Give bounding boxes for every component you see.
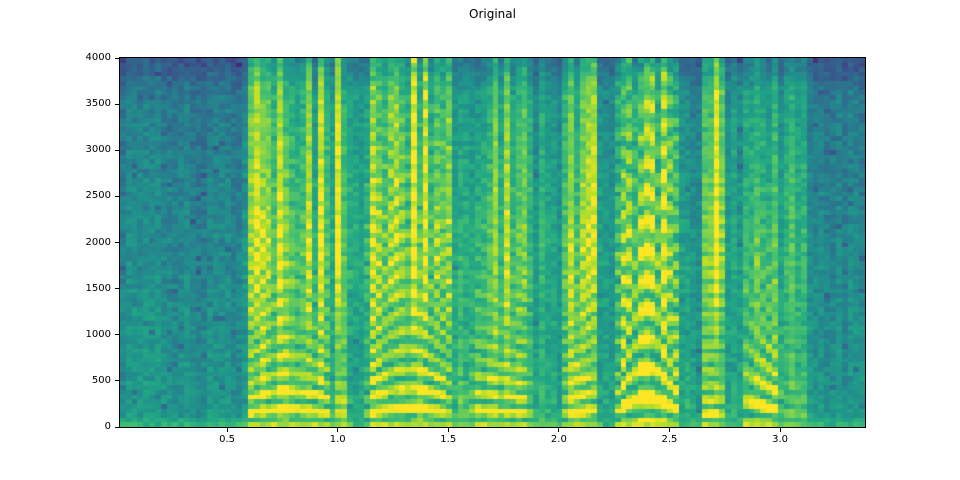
y-tick-label: 3500 <box>85 98 111 110</box>
x-tick-mark <box>337 428 339 432</box>
y-tick-mark <box>115 57 119 59</box>
y-tick-mark <box>115 103 119 105</box>
spectrogram-image <box>120 58 865 427</box>
y-tick-mark <box>115 242 119 243</box>
x-tick-label: 1.0 <box>329 434 346 445</box>
y-tick-mark <box>115 380 119 382</box>
y-tick-label: 2500 <box>85 190 111 202</box>
y-tick-mark <box>115 149 119 151</box>
y-tick-mark <box>115 288 119 290</box>
x-tick-label: 2.5 <box>661 434 678 445</box>
x-tick-mark <box>447 428 449 432</box>
x-tick-label: 0.5 <box>219 434 235 445</box>
y-tick-label: 0 <box>104 421 111 432</box>
y-tick-label: 1000 <box>85 328 111 340</box>
y-tick-mark <box>115 195 119 197</box>
x-tick-mark <box>558 428 560 432</box>
y-tick-mark <box>115 334 119 336</box>
x-tick-label: 1.5 <box>440 434 457 445</box>
axes-area <box>119 57 866 428</box>
x-tick-mark <box>226 428 228 432</box>
y-tick-label: 1500 <box>85 282 111 294</box>
plot-title: Original <box>469 7 516 21</box>
y-tick-label: 500 <box>91 374 111 386</box>
y-tick-label: 3000 <box>85 144 111 156</box>
x-tick-mark <box>779 428 781 432</box>
x-tick-label: 2.0 <box>550 434 567 445</box>
y-tick-mark <box>115 426 119 428</box>
x-tick-mark <box>668 428 670 432</box>
x-tick-label: 3.0 <box>772 434 788 445</box>
y-tick-label: 2000 <box>85 236 111 248</box>
y-tick-label: 4000 <box>85 52 111 63</box>
